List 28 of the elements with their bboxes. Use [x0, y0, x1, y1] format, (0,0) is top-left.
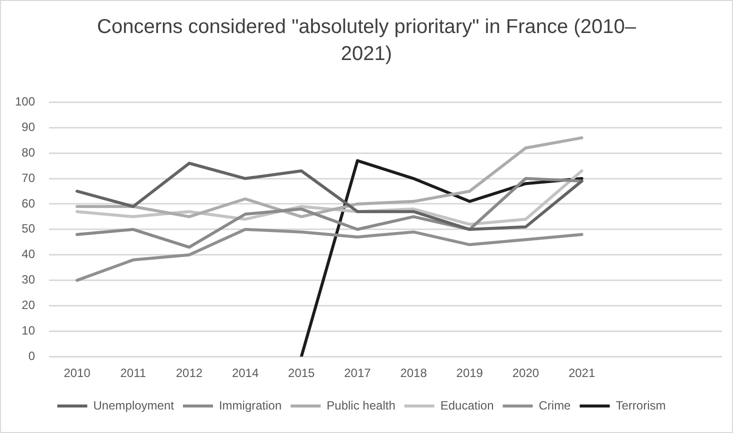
legend-label: Terrorism — [616, 398, 666, 412]
y-tick-label: 60 — [22, 196, 36, 210]
y-tick-label: 30 — [22, 272, 36, 287]
x-tick-label: 2021 — [568, 366, 596, 380]
legend-label: Public health — [326, 398, 396, 412]
legend-label: Education — [440, 398, 494, 412]
x-tick-label: 2018 — [400, 366, 428, 380]
x-tick-label: 2011 — [120, 366, 146, 380]
x-tick-label: 2019 — [456, 366, 484, 380]
y-tick-label: 20 — [22, 298, 36, 312]
legend-label: Unemployment — [93, 398, 175, 412]
y-tick-label: 80 — [22, 145, 36, 160]
chart-title: Concerns considered "absolutely prioritary" in France (2010–2021) — [96, 15, 637, 67]
y-tick-label: 10 — [22, 323, 36, 338]
y-tick-label: 70 — [22, 170, 36, 185]
y-tick-label: 0 — [28, 348, 36, 363]
y-tick-label: 90 — [22, 120, 36, 134]
y-tick-label: 40 — [22, 247, 36, 262]
x-tick-label: 2014 — [232, 366, 259, 380]
x-tick-label: 2012 — [176, 366, 203, 380]
x-tick-label: 2010 — [64, 366, 91, 380]
y-tick-label: 50 — [22, 222, 36, 236]
x-tick-label: 2015 — [288, 366, 316, 380]
legend-label: Crime — [538, 398, 572, 412]
x-tick-label: 2017 — [344, 366, 372, 380]
x-tick-label: 2020 — [512, 366, 540, 380]
y-tick-label: 100 — [14, 94, 36, 109]
legend-label: Immigration — [218, 398, 282, 412]
